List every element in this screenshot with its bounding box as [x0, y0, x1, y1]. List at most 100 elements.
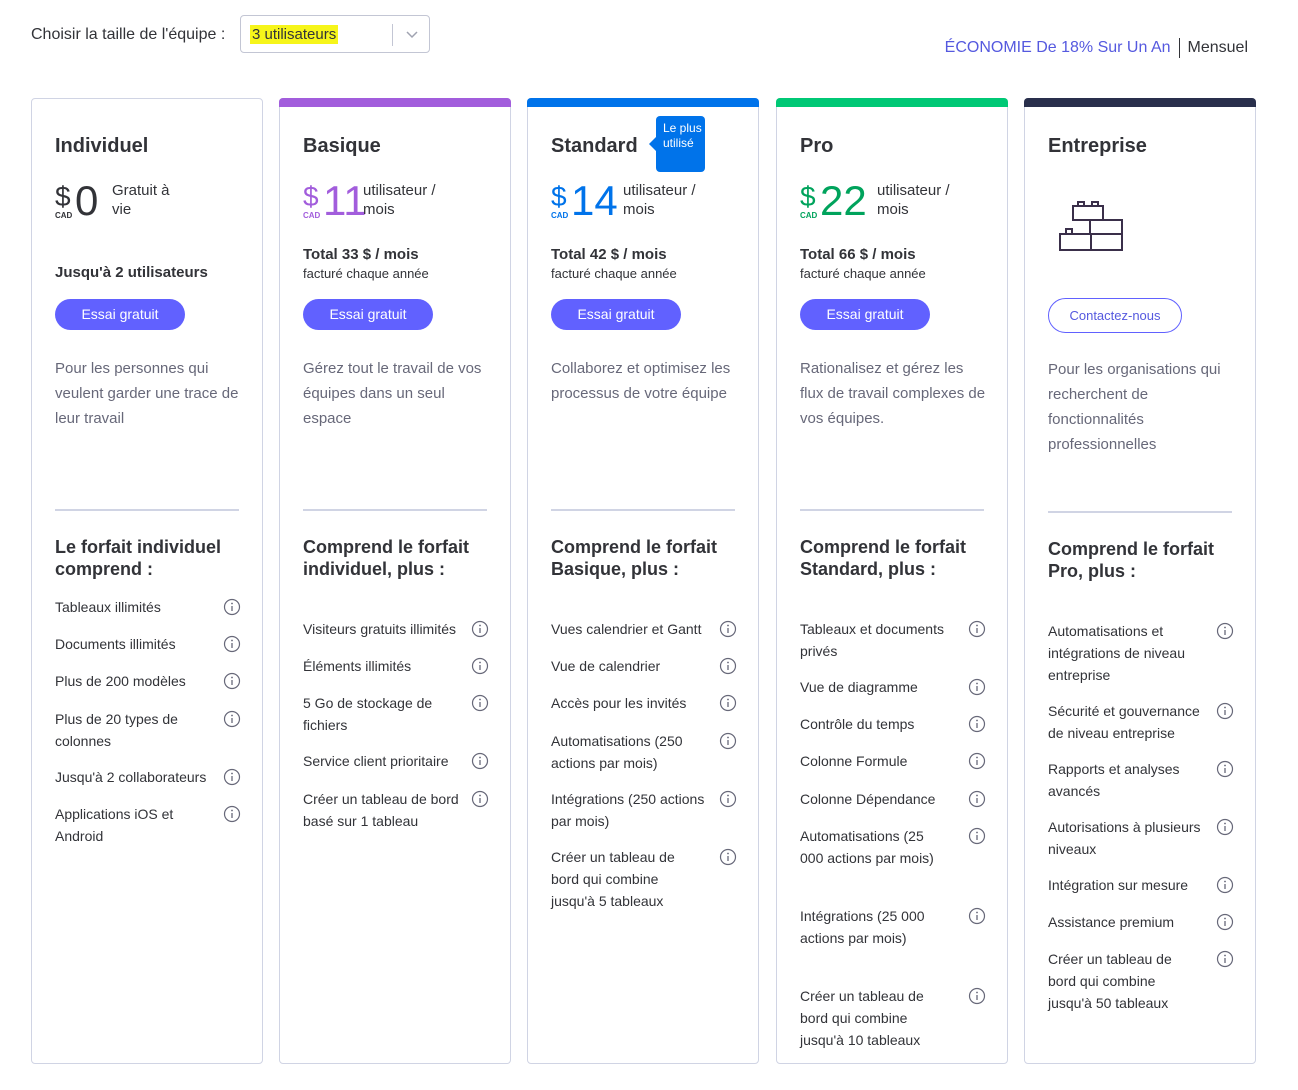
feature-item: Automatisations et intégrations de nivea… — [1048, 620, 1234, 686]
currency-symbol: $ — [55, 181, 71, 212]
info-icon[interactable] — [719, 848, 737, 866]
price-amount: 0 — [75, 177, 99, 224]
info-icon[interactable] — [719, 790, 737, 808]
plan-card-pro: Pro $ CAD 22 utilisateur / mois Total 66… — [776, 98, 1008, 1064]
free-trial-button[interactable]: Essai gratuit — [55, 299, 185, 330]
info-icon[interactable] — [719, 732, 737, 750]
feature-item: Applications iOS et Android — [55, 803, 241, 847]
info-icon[interactable] — [223, 635, 241, 653]
plan-name: Basique — [303, 135, 381, 157]
annual-billing-option[interactable]: ÉCONOMIE De 18% Sur Un An — [944, 39, 1171, 56]
feature-item: Accès pour les invités — [551, 692, 737, 714]
most-popular-badge: Le plus utilisé — [649, 116, 705, 172]
plan-price: $ CAD 14 utilisateur / mois — [551, 177, 751, 225]
info-icon[interactable] — [968, 715, 986, 733]
feature-text: Intégration sur mesure — [1048, 877, 1189, 893]
info-icon[interactable] — [968, 790, 986, 808]
feature-item: Autorisations à plusieurs niveaux — [1048, 816, 1234, 860]
currency-code: CAD — [303, 211, 321, 220]
info-icon[interactable] — [471, 790, 489, 808]
feature-item: Intégrations (25 000 actions par mois) — [800, 905, 986, 949]
feature-text: Accès pour les invités — [551, 695, 687, 711]
info-icon[interactable] — [1216, 876, 1234, 894]
free-trial-button[interactable]: Essai gratuit — [800, 299, 930, 330]
feature-text: Applications iOS et Android — [55, 806, 174, 844]
plan-color-strip — [776, 98, 1008, 107]
info-icon[interactable] — [223, 768, 241, 786]
feature-item: Colonne Formule — [800, 750, 986, 772]
billing-note: facturé chaque année — [800, 266, 926, 281]
info-icon[interactable] — [223, 598, 241, 616]
price-unit: utilisateur / mois — [363, 182, 436, 218]
select-divider — [392, 24, 393, 46]
plan-color-strip — [527, 98, 759, 107]
price-unit: utilisateur / mois — [877, 182, 950, 218]
feature-item: Plus de 200 modèles — [55, 670, 241, 692]
monthly-billing-option[interactable]: Mensuel — [1187, 39, 1248, 56]
info-icon[interactable] — [1216, 950, 1234, 968]
price-unit: utilisateur / mois — [623, 182, 696, 218]
card-divider — [303, 509, 487, 511]
info-icon[interactable] — [719, 657, 737, 675]
plan-price: $ CAD 0 Gratuit à vie — [55, 177, 255, 225]
contact-us-button[interactable]: Contactez-nous — [1048, 298, 1182, 333]
feature-item: Vue de diagramme — [800, 676, 986, 698]
plan-description: Rationalisez et gérez les flux de travai… — [800, 360, 986, 427]
feature-text: Créer un tableau de bord qui combine jus… — [800, 988, 924, 1048]
feature-text: Créer un tableau de bord qui combine jus… — [1048, 951, 1172, 1011]
free-trial-button[interactable]: Essai gratuit — [551, 299, 681, 330]
info-icon[interactable] — [719, 694, 737, 712]
feature-item: Documents illimités — [55, 633, 241, 655]
feature-text: Tableaux et documents privés — [800, 621, 944, 659]
feature-item: Rapports et analyses avancés — [1048, 758, 1234, 802]
currency-symbol: $ — [800, 181, 816, 212]
info-icon[interactable] — [223, 805, 241, 823]
info-icon[interactable] — [719, 620, 737, 638]
info-icon[interactable] — [1216, 913, 1234, 931]
info-icon[interactable] — [1216, 702, 1234, 720]
info-icon[interactable] — [968, 827, 986, 845]
plan-color-strip — [279, 98, 511, 107]
feature-text: Automatisations (250 actions par mois) — [551, 733, 683, 771]
plan-price: $ CAD 22 utilisateur / mois — [800, 177, 1000, 225]
billing-note: facturé chaque année — [551, 266, 677, 281]
currency-code: CAD — [55, 211, 73, 220]
info-icon[interactable] — [968, 620, 986, 638]
plan-card-individuel: Individuel $ CAD 0 Gratuit à vie Jusqu'à… — [31, 98, 263, 1064]
info-icon[interactable] — [471, 694, 489, 712]
info-icon[interactable] — [471, 657, 489, 675]
feature-text: Intégrations (25 000 actions par mois) — [800, 908, 925, 946]
info-icon[interactable] — [223, 710, 241, 728]
free-trial-button[interactable]: Essai gratuit — [303, 299, 433, 330]
feature-item: Vues calendrier et Gantt — [551, 618, 737, 640]
info-icon[interactable] — [968, 987, 986, 1005]
currency-symbol: $ — [551, 181, 567, 212]
feature-item: Automatisations (25 000 actions par mois… — [800, 825, 986, 869]
info-icon[interactable] — [223, 672, 241, 690]
total-price: Total 33 $ / mois — [303, 246, 419, 263]
plan-color-strip — [1024, 98, 1256, 107]
info-icon[interactable] — [968, 907, 986, 925]
info-icon[interactable] — [1216, 818, 1234, 836]
includes-title: Comprend le forfait Basique, plus : — [551, 537, 718, 579]
feature-text: Vue de diagramme — [800, 679, 918, 695]
feature-text: Automatisations (25 000 actions par mois… — [800, 828, 934, 866]
info-icon[interactable] — [968, 678, 986, 696]
info-icon[interactable] — [968, 752, 986, 770]
feature-item: Plus de 20 types de colonnes — [55, 708, 241, 752]
feature-text: Automatisations et intégrations de nivea… — [1048, 623, 1185, 683]
price-amount: 14 — [571, 177, 618, 224]
info-icon[interactable] — [1216, 760, 1234, 778]
plan-name: Individuel — [55, 135, 149, 157]
building-blocks-icon — [1059, 201, 1123, 251]
currency-code: CAD — [800, 211, 818, 220]
feature-text: Créer un tableau de bord basé sur 1 tabl… — [303, 791, 459, 829]
feature-item: Créer un tableau de bord qui combine jus… — [1048, 948, 1234, 1014]
team-size-select[interactable]: 3 utilisateurs — [240, 15, 430, 53]
chevron-down-icon — [406, 31, 418, 39]
feature-text: Jusqu'à 2 collaborateurs — [55, 769, 207, 785]
info-icon[interactable] — [471, 752, 489, 770]
feature-item: Intégration sur mesure — [1048, 874, 1234, 896]
info-icon[interactable] — [471, 620, 489, 638]
info-icon[interactable] — [1216, 622, 1234, 640]
